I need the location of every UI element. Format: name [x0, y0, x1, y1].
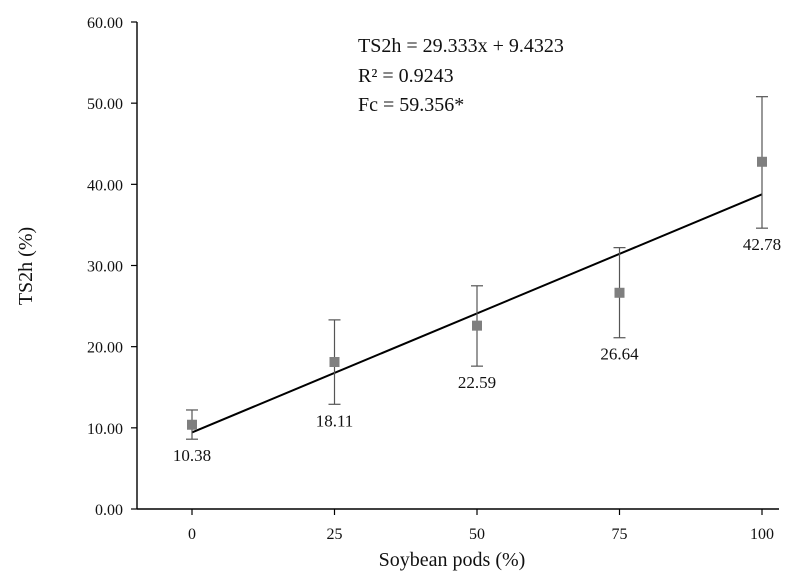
data-labels-layer: 10.38 18.11 22.59 26.64 42.78 [173, 235, 781, 465]
x-tick-label: 75 [612, 526, 628, 543]
y-tick-label: 10.00 [87, 421, 123, 438]
data-point [614, 287, 625, 298]
x-tick-label: 50 [469, 526, 485, 543]
markers-layer [187, 156, 767, 430]
data-label: 26.64 [600, 345, 639, 364]
y-tick-label: 20.00 [87, 340, 123, 357]
annotation-layer: TS2h = 29.333x + 9.4323 R² = 0.9243 Fc =… [358, 35, 564, 116]
data-point [757, 156, 767, 167]
y-tick-label: 40.00 [87, 177, 123, 194]
x-tick-label: 25 [327, 526, 343, 543]
y-ticks: 0.00 10.00 20.00 30.00 40.00 50.00 60.00 [87, 15, 137, 519]
y-tick-label: 0.00 [95, 502, 123, 519]
x-axis-title: Soybean pods (%) [379, 549, 526, 571]
y-tick-label: 60.00 [87, 15, 123, 32]
equation-annotation: TS2h = 29.333x + 9.4323 [358, 35, 564, 57]
data-label: 42.78 [743, 235, 781, 254]
x-tick-label: 100 [750, 526, 774, 543]
data-label: 22.59 [458, 373, 496, 392]
y-tick-label: 50.00 [87, 96, 123, 113]
y-axis-title: TS2h (%) [15, 227, 37, 305]
fc-annotation: Fc = 59.356* [358, 94, 464, 116]
data-label: 18.11 [316, 411, 354, 430]
y-tick-label: 30.00 [87, 259, 123, 276]
x-tick-label: 0 [188, 526, 196, 543]
data-point [472, 320, 482, 331]
data-point [329, 357, 340, 368]
data-label: 10.38 [173, 446, 211, 465]
data-point [187, 419, 197, 430]
r-squared-annotation: R² = 0.9243 [358, 65, 454, 87]
x-ticks: 0 25 50 75 100 [188, 509, 774, 543]
